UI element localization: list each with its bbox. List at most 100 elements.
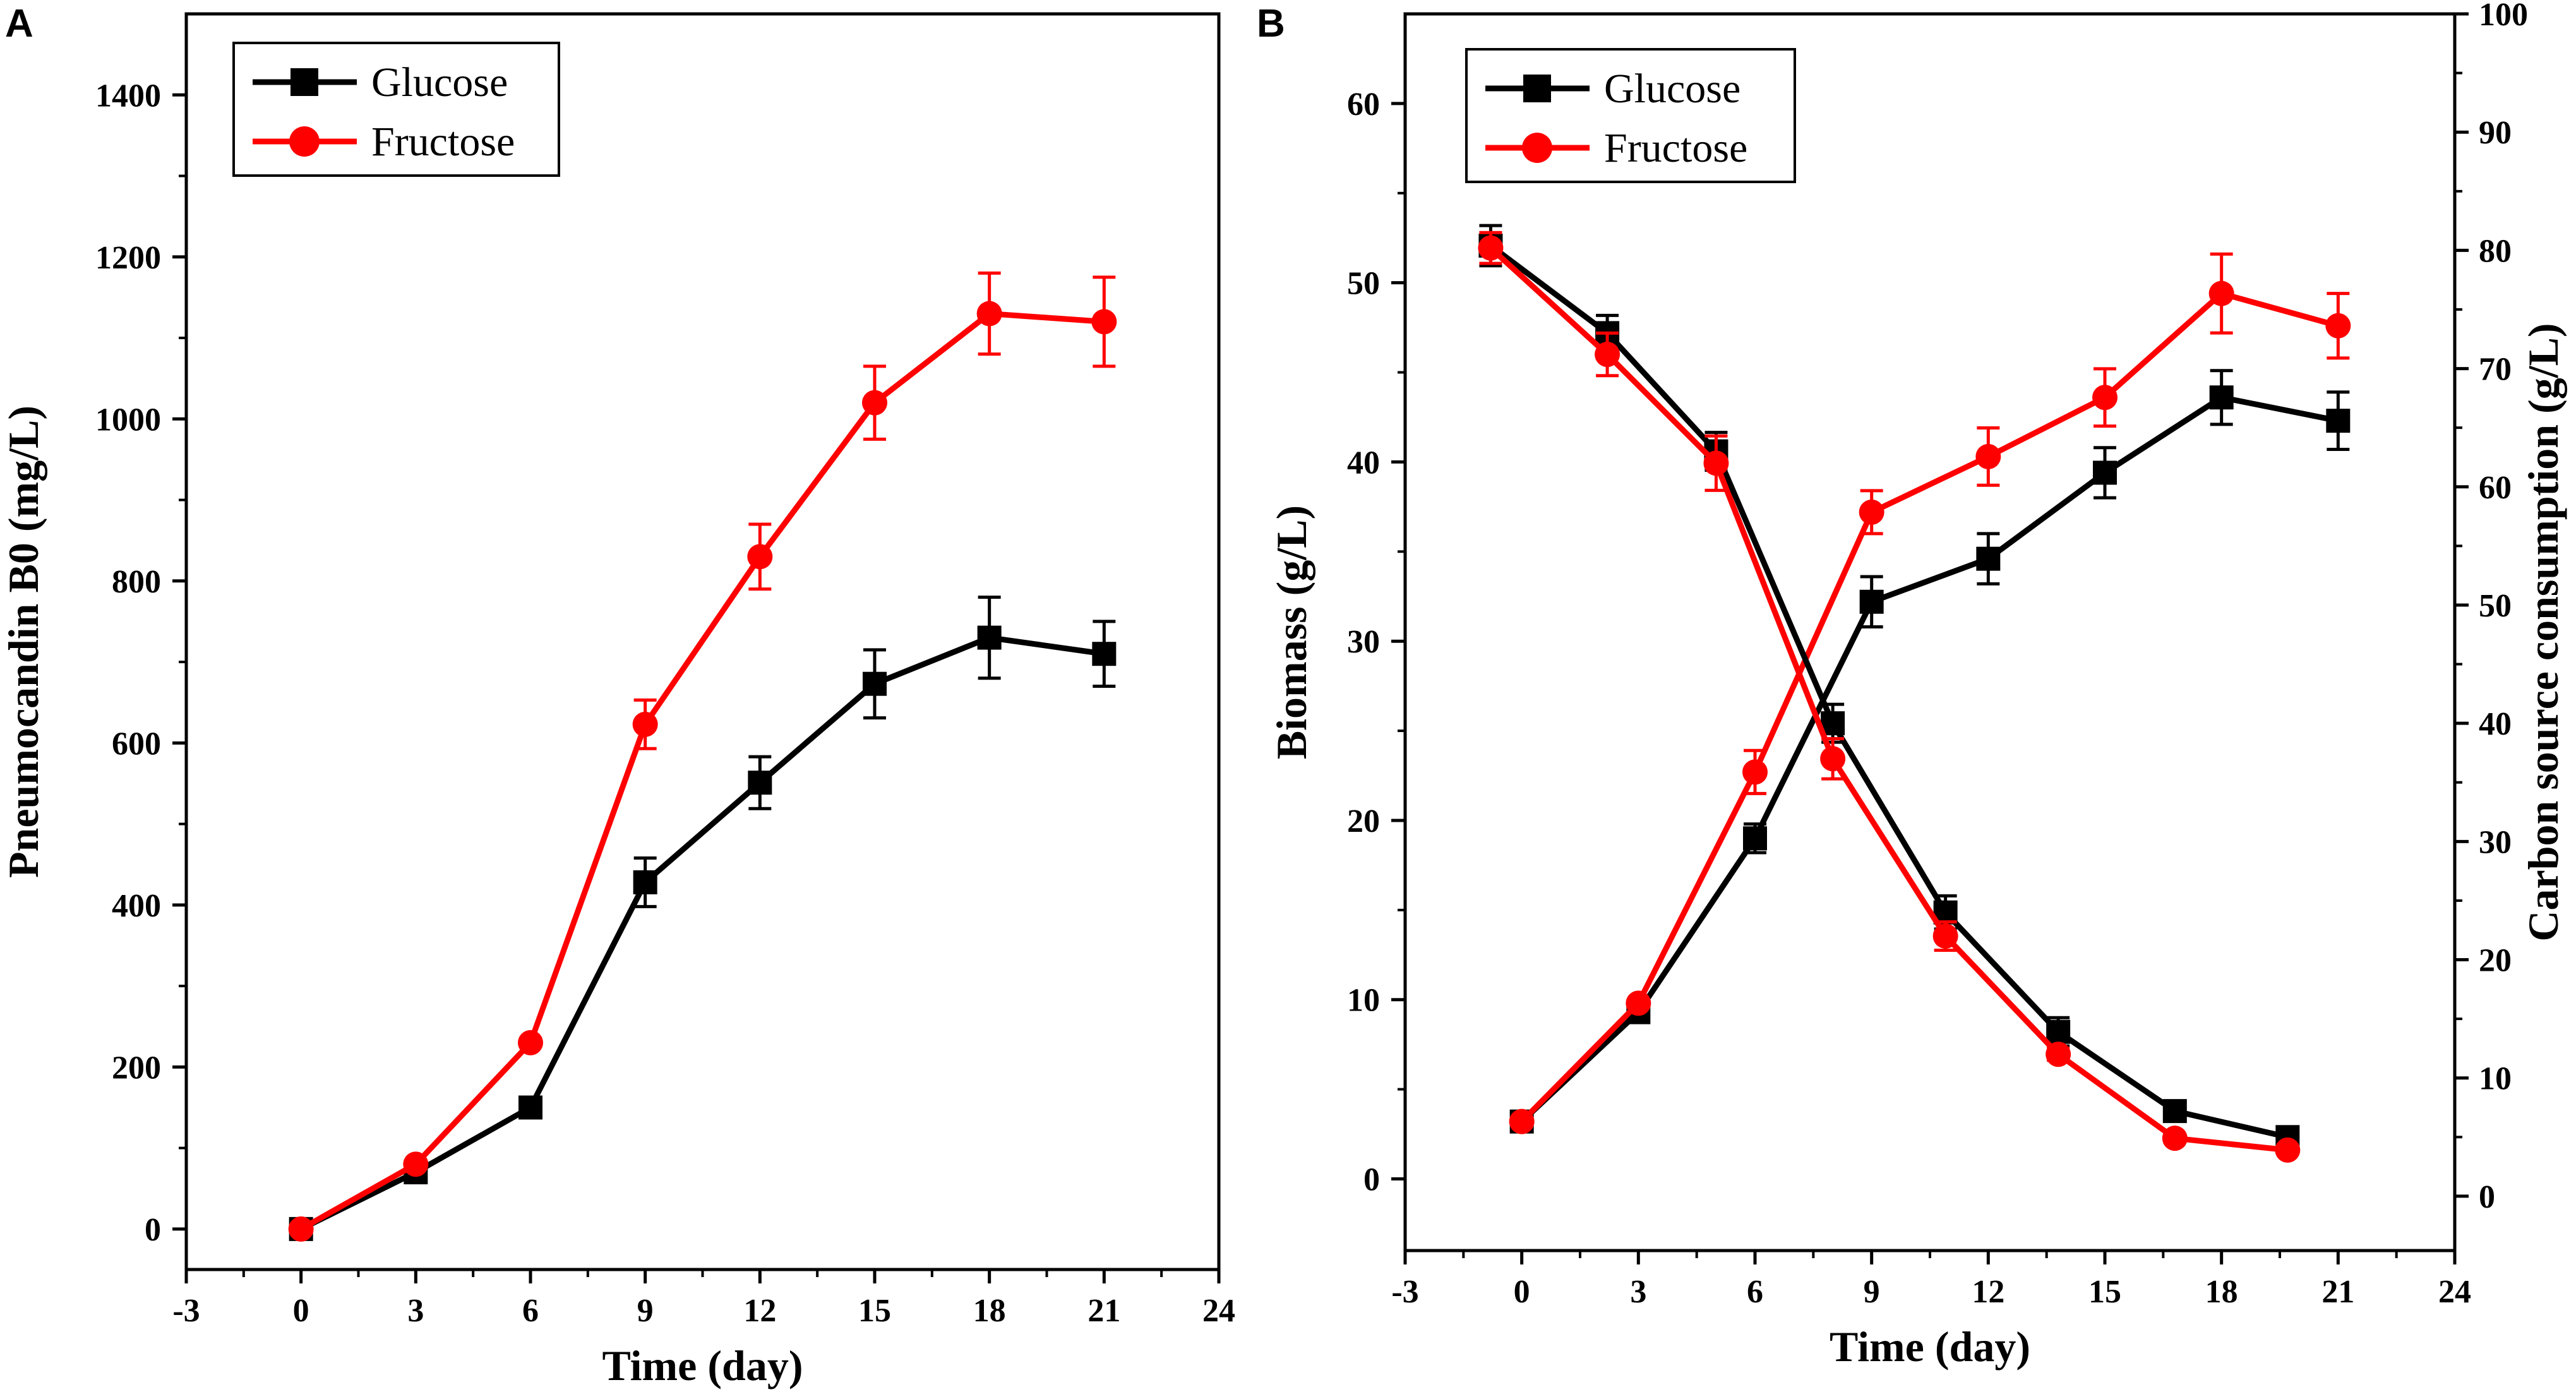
- x-tick-label: 12: [1972, 1274, 2004, 1310]
- legend-box: [232, 42, 560, 177]
- y-axis-title: Biomass (g/L): [1267, 505, 1315, 759]
- data-point-circle: [1820, 746, 1846, 772]
- legend-marker-square: [1523, 75, 1551, 102]
- x-tick-label: 15: [858, 1293, 891, 1329]
- data-point-square: [2326, 409, 2351, 433]
- y-tick-label: 0: [1363, 1162, 1380, 1198]
- y-right-tick-label: 90: [2479, 115, 2512, 151]
- series-fructose: [288, 271, 1117, 1242]
- data-point-square: [1092, 642, 1117, 666]
- y-right-tick-label: 50: [2479, 588, 2512, 624]
- data-point-square: [518, 1095, 542, 1120]
- data-point-circle: [403, 1151, 429, 1177]
- series-line: [1519, 291, 2339, 1124]
- y-right-tick-label: 60: [2479, 470, 2512, 506]
- y-axis-title: Pneumocandin B0 (mg/L): [0, 405, 47, 878]
- x-tick-label: 6: [1747, 1274, 1763, 1310]
- y-right-tick-label: 40: [2479, 706, 2512, 742]
- legend-label: Glucose: [371, 59, 508, 105]
- data-point-square: [2162, 1099, 2187, 1124]
- y-tick-label: 30: [1347, 624, 1380, 660]
- x-tick-label: 3: [407, 1293, 424, 1329]
- y-tick-label: 40: [1347, 445, 1380, 481]
- series-line: [1489, 246, 2288, 1153]
- x-tick-label: 9: [637, 1293, 654, 1329]
- data-point-circle: [2325, 313, 2351, 339]
- series-line: [299, 635, 1105, 1232]
- data-point-circle: [1626, 990, 1651, 1016]
- y-right-axis-title: Carbon source consumption (g/L): [2519, 323, 2567, 941]
- y-tick-label: 50: [1347, 266, 1380, 302]
- legend-marker-circle: [289, 126, 320, 157]
- series-line: [1489, 243, 2289, 1140]
- y-tick-label: 800: [112, 564, 161, 600]
- x-tick-label: -3: [172, 1293, 200, 1329]
- y-right-tick-label: 30: [2479, 824, 2512, 860]
- x-tick-label: 24: [2438, 1274, 2471, 1310]
- data-point-circle: [862, 390, 887, 416]
- series-line: [299, 311, 1105, 1232]
- panel-a-chart: A -3 0 3 6 9 12 15 18 21 24 Time (day) 0 200 400 600 800…: [0, 2, 1235, 1390]
- legend-marker-square: [291, 68, 318, 96]
- series-line: [1519, 394, 2339, 1124]
- data-point-circle: [976, 301, 1002, 327]
- y-tick-label: 20: [1347, 803, 1380, 839]
- data-point-square: [977, 625, 1002, 650]
- y-right-tick-label: 100: [2479, 0, 2528, 33]
- y-tick-label: 600: [112, 726, 161, 762]
- data-point-circle: [2208, 280, 2234, 306]
- data-point-square: [1859, 589, 1884, 614]
- x-tick-label: 15: [2088, 1274, 2121, 1310]
- panel-letter: A: [5, 2, 33, 45]
- series-glucose: [1509, 369, 2351, 1134]
- data-point-circle: [2092, 385, 2118, 411]
- y-tick-label: 60: [1347, 87, 1380, 123]
- data-point-circle: [632, 711, 658, 737]
- data-point-square: [2209, 385, 2234, 410]
- data-point-circle: [2162, 1126, 2188, 1151]
- x-axis-title: Time (day): [602, 1342, 803, 1390]
- x-tick-label: 3: [1630, 1274, 1646, 1310]
- data-point-circle: [2046, 1042, 2071, 1067]
- x-tick-label: 6: [522, 1293, 539, 1329]
- data-point-square: [748, 771, 772, 795]
- x-tick-label: 18: [973, 1293, 1006, 1329]
- data-point-square: [1743, 826, 1767, 851]
- data-point-square: [863, 671, 887, 696]
- series-fructose: [1509, 252, 2351, 1134]
- data-point-circle: [1091, 309, 1117, 335]
- panel-b-chart: B -3 0 3 6 9 12 15 18 21 24 Time (day) 0 10 20 30 40 50 60…: [1257, 0, 2567, 1371]
- data-point-circle: [747, 544, 773, 570]
- data-point-circle: [1742, 759, 1768, 785]
- legend: Glucose Fructose: [232, 42, 560, 177]
- plot-frame: [1403, 12, 2457, 1252]
- data-point-square: [2046, 1019, 2071, 1044]
- legend-label: Fructose: [371, 119, 515, 165]
- data-point-circle: [1703, 450, 1729, 476]
- series-fructose-carbon: [1478, 231, 2301, 1163]
- legend: Glucose Fructose: [1465, 48, 1796, 183]
- data-point-circle: [1859, 499, 1884, 525]
- legend-label: Glucose: [1604, 66, 1740, 112]
- legend-box: [1465, 48, 1796, 183]
- data-point-circle: [1509, 1108, 1535, 1134]
- y-tick-label: 1400: [95, 78, 161, 114]
- y-right-tick-label: 0: [2479, 1179, 2495, 1215]
- data-point-circle: [1595, 342, 1620, 368]
- y-tick-label: 10: [1347, 983, 1380, 1019]
- data-point-square: [633, 870, 657, 894]
- y-tick-label: 1200: [95, 240, 161, 276]
- data-point-circle: [1975, 443, 2001, 469]
- x-tick-label: 21: [2321, 1274, 2354, 1310]
- x-tick-label: 21: [1087, 1293, 1120, 1329]
- y-tick-label: 400: [112, 888, 161, 924]
- data-point-circle: [288, 1216, 314, 1242]
- x-tick-label: 0: [1514, 1274, 1530, 1310]
- data-point-circle: [2275, 1137, 2301, 1163]
- panel-letter: B: [1257, 2, 1285, 45]
- y-tick-label: 1000: [95, 402, 161, 438]
- x-tick-label: -3: [1391, 1274, 1418, 1310]
- x-tick-label: 0: [293, 1293, 309, 1329]
- x-tick-label: 24: [1202, 1293, 1235, 1329]
